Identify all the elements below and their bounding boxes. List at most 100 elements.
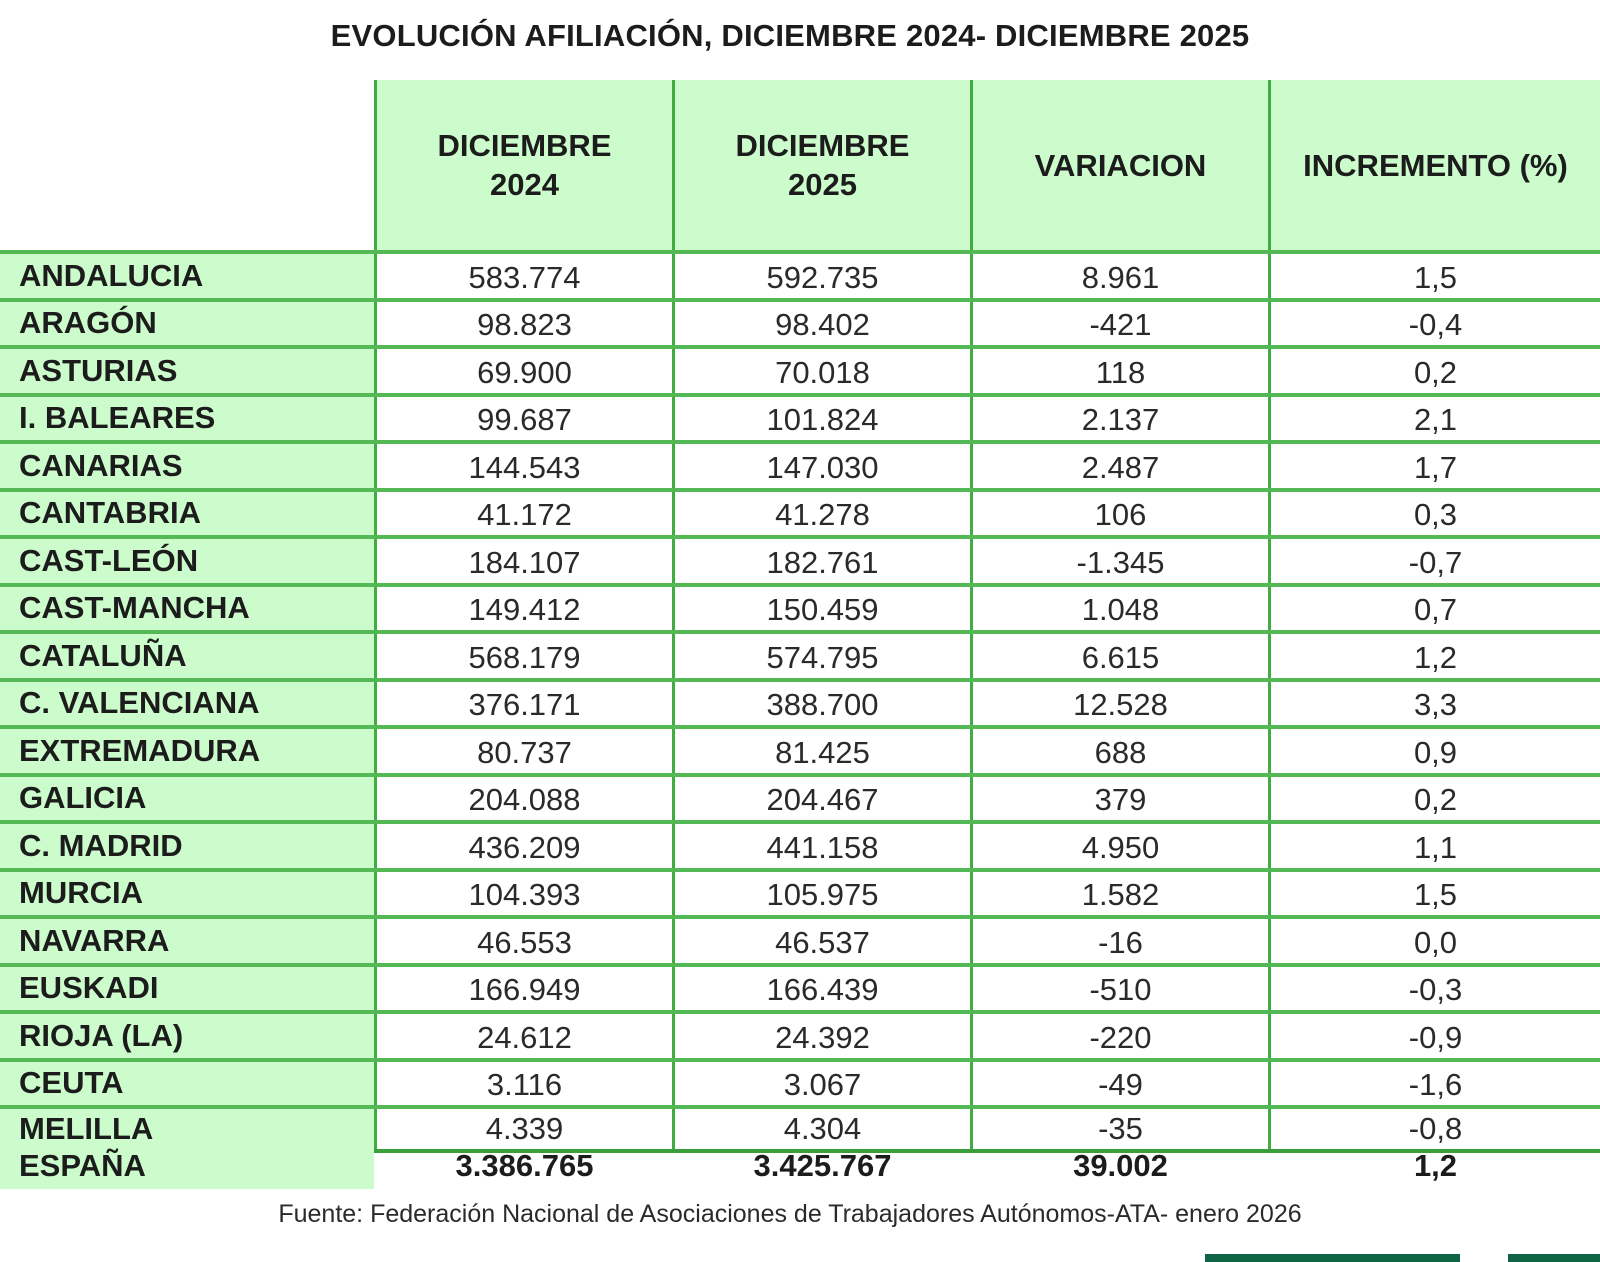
cell-dic2025: 150.459	[672, 586, 970, 630]
table-row: C. MADRID 436.209 441.158 4.950 1,1	[0, 820, 1600, 868]
table-row: ARAGÓN 98.823 98.402 -421 -0,4	[0, 297, 1600, 345]
cell-dic2025: 592.735	[672, 254, 970, 298]
table-row: CANTABRIA 41.172 41.278 106 0,3	[0, 487, 1600, 535]
cell-incremento: 1,7	[1268, 444, 1600, 488]
table-row: RIOJA (LA) 24.612 24.392 -220 -0,9	[0, 1010, 1600, 1058]
cell-dic2024: 184.107	[374, 539, 672, 583]
region-name: CAST-LEÓN	[0, 539, 374, 583]
cell-dic2024: 144.543	[374, 444, 672, 488]
decorative-bar-right	[1508, 1254, 1600, 1262]
cell-dic2025: 81.425	[672, 729, 970, 773]
cell-incremento: -1,6	[1268, 1061, 1600, 1105]
region-name: CATALUÑA	[0, 634, 374, 678]
cell-dic2025: 441.158	[672, 824, 970, 868]
cell-dic2024: 80.737	[374, 729, 672, 773]
table-title: EVOLUCIÓN AFILIACIÓN, DICIEMBRE 2024- DI…	[330, 18, 1250, 53]
cell-dic2024: 3.116	[374, 1061, 672, 1105]
table-row: NAVARRA 46.553 46.537 -16 0,0	[0, 915, 1600, 963]
total-region-label: ESPAÑA	[0, 1142, 374, 1189]
cell-incremento: 0,0	[1268, 919, 1600, 963]
cell-dic2024: 41.172	[374, 491, 672, 535]
cell-variacion: -1.345	[970, 539, 1268, 583]
table-row: CAST-LEÓN 184.107 182.761 -1.345 -0,7	[0, 535, 1600, 583]
cell-variacion: -510	[970, 966, 1268, 1010]
cell-variacion: 688	[970, 729, 1268, 773]
cell-dic2025: 24.392	[672, 1014, 970, 1058]
region-name: C. MADRID	[0, 824, 374, 868]
cell-incremento: -0,9	[1268, 1014, 1600, 1058]
table-row: CANARIAS 144.543 147.030 2.487 1,7	[0, 440, 1600, 488]
table-row: ANDALUCIA 583.774 592.735 8.961 1,5	[0, 250, 1600, 298]
cell-dic2024: 99.687	[374, 396, 672, 440]
region-name: EUSKADI	[0, 966, 374, 1010]
cell-variacion: 6.615	[970, 634, 1268, 678]
cell-dic2024: 69.900	[374, 349, 672, 393]
region-name: MURCIA	[0, 871, 374, 915]
cell-variacion: -16	[970, 919, 1268, 963]
cell-dic2025: 574.795	[672, 634, 970, 678]
table-row: CAST-MANCHA 149.412 150.459 1.048 0,7	[0, 582, 1600, 630]
cell-dic2024: 46.553	[374, 919, 672, 963]
cell-incremento: -0,7	[1268, 539, 1600, 583]
cell-incremento: 3,3	[1268, 681, 1600, 725]
table-row: CEUTA 3.116 3.067 -49 -1,6	[0, 1057, 1600, 1105]
cell-variacion: 4.950	[970, 824, 1268, 868]
cell-dic2025: 166.439	[672, 966, 970, 1010]
region-name: C. VALENCIANA	[0, 681, 374, 725]
cell-incremento: 1,1	[1268, 824, 1600, 868]
column-header-variacion: VARIACION	[970, 80, 1268, 250]
table-row: MURCIA 104.393 105.975 1.582 1,5	[0, 867, 1600, 915]
region-name: EXTREMADURA	[0, 729, 374, 773]
cell-variacion: -421	[970, 301, 1268, 345]
region-name: RIOJA (LA)	[0, 1014, 374, 1058]
cell-incremento: 1,2	[1268, 634, 1600, 678]
region-name: CANTABRIA	[0, 491, 374, 535]
cell-dic2024: 24.612	[374, 1014, 672, 1058]
total-dic2024: 3.386.765	[455, 1147, 594, 1183]
cell-incremento: 0,2	[1268, 349, 1600, 393]
cell-variacion: 118	[970, 349, 1268, 393]
table-row: MELILLA 4.339 4.304 -35 -0,8	[0, 1105, 1600, 1153]
total-variacion: 39.002	[1073, 1147, 1168, 1183]
region-name: MELILLA	[0, 1109, 374, 1149]
region-name: ANDALUCIA	[0, 254, 374, 298]
cell-variacion: 1.048	[970, 586, 1268, 630]
cell-incremento: -0,4	[1268, 301, 1600, 345]
cell-variacion: 1.582	[970, 871, 1268, 915]
column-header-dic2025: DICIEMBRE 2025	[672, 80, 970, 250]
region-name: NAVARRA	[0, 919, 374, 963]
cell-incremento: 0,3	[1268, 491, 1600, 535]
table-row: ASTURIAS 69.900 70.018 118 0,2	[0, 345, 1600, 393]
column-header-incremento: INCREMENTO (%)	[1268, 80, 1600, 250]
cell-dic2025: 98.402	[672, 301, 970, 345]
cell-incremento: -0,3	[1268, 966, 1600, 1010]
region-name: CAST-MANCHA	[0, 586, 374, 630]
table-row: EUSKADI 166.949 166.439 -510 -0,3	[0, 962, 1600, 1010]
cell-dic2024: 149.412	[374, 586, 672, 630]
cell-variacion: -49	[970, 1061, 1268, 1105]
region-name: GALICIA	[0, 776, 374, 820]
cell-variacion: -35	[970, 1109, 1268, 1149]
cell-dic2025: 388.700	[672, 681, 970, 725]
cell-incremento: 2,1	[1268, 396, 1600, 440]
cell-dic2025: 3.067	[672, 1061, 970, 1105]
table-row: C. VALENCIANA 376.171 388.700 12.528 3,3	[0, 677, 1600, 725]
cell-incremento: 1,5	[1268, 871, 1600, 915]
cell-dic2024: 376.171	[374, 681, 672, 725]
cell-variacion: 106	[970, 491, 1268, 535]
cell-variacion: 379	[970, 776, 1268, 820]
cell-dic2024: 583.774	[374, 254, 672, 298]
cell-dic2025: 41.278	[672, 491, 970, 535]
table-body: ANDALUCIA 583.774 592.735 8.961 1,5 ARAGÓN 98.…	[0, 250, 1600, 1153]
cell-dic2024: 4.339	[374, 1109, 672, 1149]
region-name: I. BALEARES	[0, 396, 374, 440]
region-name: CANARIAS	[0, 444, 374, 488]
cell-dic2025: 101.824	[672, 396, 970, 440]
total-incremento: 1,2	[1413, 1147, 1458, 1183]
table-row: I. BALEARES 99.687 101.824 2.137 2,1	[0, 392, 1600, 440]
cell-dic2025: 46.537	[672, 919, 970, 963]
cell-variacion: 12.528	[970, 681, 1268, 725]
cell-variacion: 8.961	[970, 254, 1268, 298]
cell-dic2024: 98.823	[374, 301, 672, 345]
cell-dic2024: 104.393	[374, 871, 672, 915]
